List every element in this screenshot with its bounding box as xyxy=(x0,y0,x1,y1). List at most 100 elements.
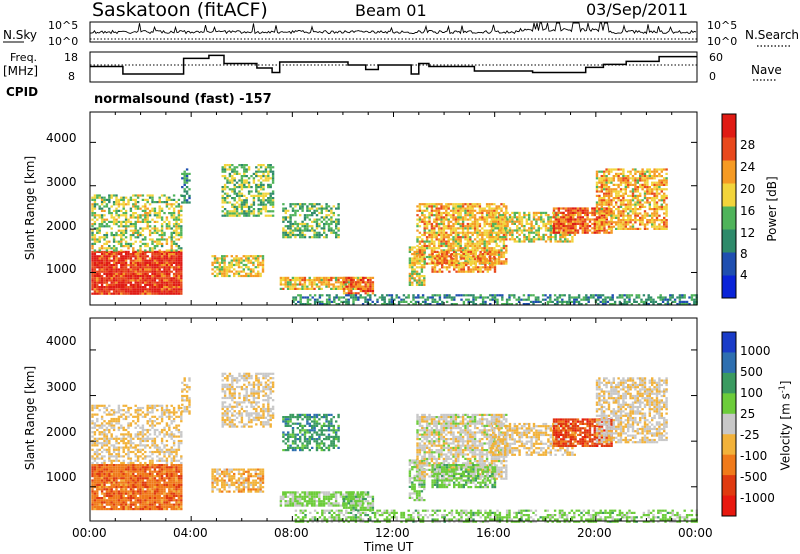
range-cell xyxy=(381,303,384,306)
range-cell xyxy=(151,290,154,293)
range-cell xyxy=(301,285,304,288)
range-cell xyxy=(146,255,149,258)
range-cell xyxy=(448,261,451,264)
range-cell xyxy=(591,218,594,221)
range-cell xyxy=(552,207,556,210)
range-cell xyxy=(573,214,576,217)
range-cell xyxy=(223,208,227,211)
range-cell xyxy=(617,214,620,217)
range-cell xyxy=(100,218,104,221)
range-cell xyxy=(490,209,494,212)
range-cell xyxy=(105,277,109,280)
range-cell xyxy=(311,203,314,206)
range-cell xyxy=(296,229,299,232)
range-cell xyxy=(247,166,251,169)
range-cell xyxy=(445,218,448,221)
range-cell xyxy=(493,209,496,212)
range-cell xyxy=(136,196,140,199)
range-cell xyxy=(459,225,462,228)
range-cell xyxy=(163,238,166,241)
range-cell xyxy=(323,222,326,226)
range-cell xyxy=(279,283,283,286)
range-cell xyxy=(478,242,482,245)
range-cell xyxy=(619,210,623,213)
range-cell xyxy=(558,294,562,297)
range-cell xyxy=(339,276,343,279)
range-cell xyxy=(411,264,414,267)
range-cell xyxy=(252,270,255,273)
range-cell xyxy=(120,268,123,271)
range-cell xyxy=(233,192,236,195)
range-cell xyxy=(547,227,550,230)
range-cell xyxy=(453,268,456,271)
range-cell xyxy=(369,303,372,306)
range-cell xyxy=(511,216,514,219)
range-cell xyxy=(473,218,477,221)
range-cell xyxy=(369,296,372,299)
range-cell xyxy=(230,270,233,273)
range-cell xyxy=(411,248,414,251)
range-cell xyxy=(279,276,283,279)
range-cell xyxy=(327,209,331,212)
range-cell xyxy=(134,255,137,258)
range-cell xyxy=(259,192,263,195)
range-cell xyxy=(91,277,94,280)
range-cell xyxy=(323,218,326,221)
range-cell xyxy=(139,277,142,280)
range-cell xyxy=(237,274,241,278)
range-cell xyxy=(328,303,331,306)
range-cell xyxy=(522,303,526,306)
range-cell xyxy=(421,209,424,212)
range-cell xyxy=(177,275,181,278)
range-cell xyxy=(144,198,147,201)
range-cell xyxy=(484,257,487,260)
range-cell xyxy=(153,259,157,262)
range-cell xyxy=(574,207,577,210)
range-cell xyxy=(291,287,295,290)
range-cell xyxy=(144,279,147,282)
range-cell xyxy=(318,211,321,215)
range-cell xyxy=(112,218,116,221)
range-cell xyxy=(617,219,620,222)
range-cell xyxy=(573,300,576,303)
range-cell xyxy=(460,264,463,267)
range-cell xyxy=(608,214,611,217)
range-cell xyxy=(488,214,491,217)
range-cell xyxy=(335,233,338,237)
range-cell xyxy=(332,229,335,232)
range-cell xyxy=(467,303,470,306)
range-cell xyxy=(471,233,474,237)
range-cell xyxy=(449,231,453,234)
range-cell xyxy=(530,229,533,232)
range-cell xyxy=(658,199,661,202)
range-cell xyxy=(228,261,231,264)
range-cell xyxy=(437,253,441,256)
range-cell xyxy=(605,175,608,178)
range-cell xyxy=(595,188,599,191)
range-cell xyxy=(525,238,528,241)
range-cell xyxy=(631,227,635,230)
range-cell xyxy=(665,179,668,182)
range-cell xyxy=(605,177,608,180)
range-cell xyxy=(303,229,307,232)
range-cell xyxy=(318,300,322,303)
range-cell xyxy=(553,294,557,297)
range-cell xyxy=(271,205,275,208)
range-cell xyxy=(490,207,494,210)
range-cell xyxy=(485,242,489,245)
range-cell xyxy=(449,203,453,206)
range-cell xyxy=(134,223,137,226)
range-cell xyxy=(634,197,637,200)
range-cell xyxy=(345,300,348,303)
range-cell xyxy=(127,247,130,250)
range-cell xyxy=(460,266,463,269)
range-cell xyxy=(648,214,651,217)
range-cell xyxy=(653,208,656,211)
range-cell xyxy=(124,218,128,221)
range-cell xyxy=(415,270,419,273)
range-cell xyxy=(233,274,236,278)
range-cell xyxy=(115,250,118,253)
range-cell xyxy=(564,233,567,236)
range-cell xyxy=(185,201,189,204)
range-cell xyxy=(483,233,486,237)
